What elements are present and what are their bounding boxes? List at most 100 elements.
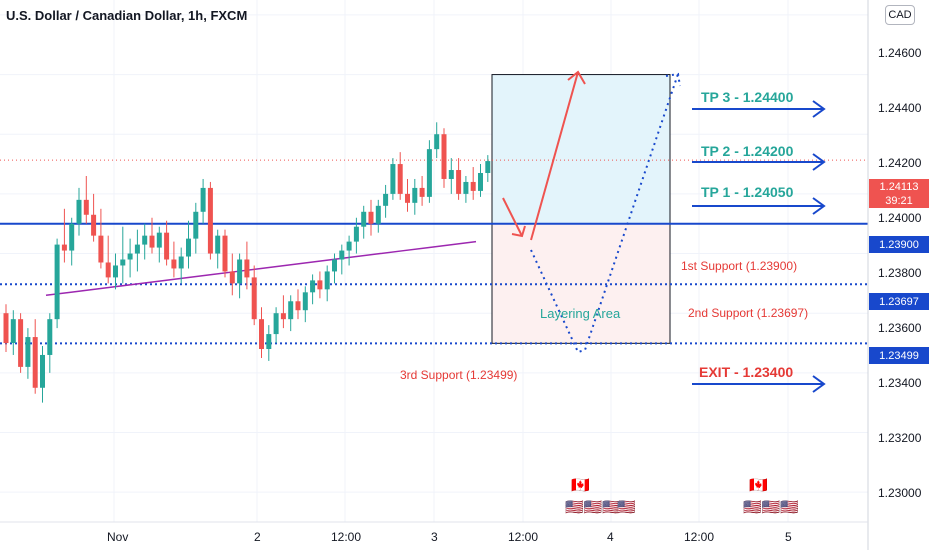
profit-zone: [491, 74, 671, 225]
candle-body: [361, 211, 367, 227]
candle-body: [317, 280, 323, 290]
candle-body: [229, 271, 235, 284]
ma-line: [45, 240, 477, 297]
candle-body: [259, 319, 264, 349]
candle-body: [332, 259, 337, 272]
bull-arrow-head: [567, 70, 586, 85]
candle-body: [324, 271, 330, 290]
candle-body: [383, 193, 389, 206]
target-arrow-head: [812, 375, 826, 393]
layering-area-label: Layering Area: [540, 306, 621, 321]
event-flag-icon[interactable]: 🇨🇦: [571, 477, 590, 494]
event-flag-icon[interactable]: 🇺🇸: [617, 499, 636, 516]
candle-body: [193, 211, 199, 239]
tp3-label: TP 3 - 1.24400: [701, 89, 794, 105]
candle-body: [149, 235, 155, 248]
x-tick-label: 4: [607, 530, 614, 544]
trade-zones: [491, 74, 671, 344]
y-tick-label: 1.24600: [878, 46, 922, 60]
candle-body: [40, 354, 45, 388]
currency-button[interactable]: CAD: [885, 5, 915, 25]
candle-body: [156, 232, 162, 248]
y-tick-label: 1.23000: [878, 486, 922, 500]
y-tick-label: 1.24400: [878, 101, 922, 115]
candle-body: [91, 214, 97, 236]
tp2-label: TP 2 - 1.24200: [701, 143, 794, 159]
current-price-tag: 1.24113: [869, 179, 929, 194]
x-tick-label: 12:00: [331, 530, 362, 544]
candle-body: [463, 181, 469, 194]
candle-body: [266, 334, 272, 349]
level-tag-1: 1.23900: [869, 236, 929, 253]
candle-body: [478, 173, 483, 191]
candle-body: [113, 265, 118, 278]
candle-body: [448, 170, 454, 179]
y-tick-label: 1.23800: [878, 266, 922, 280]
level-tag-2: 1.23697: [869, 293, 929, 310]
entry-arrow: [502, 197, 523, 237]
candle-body: [10, 319, 16, 344]
tp1-label: TP 1 - 1.24050: [701, 184, 794, 200]
candle-body: [310, 280, 316, 293]
candle-body: [412, 187, 418, 203]
candle-body: [207, 187, 213, 254]
level-tag-3: 1.23499: [869, 347, 929, 364]
candle-body: [339, 250, 345, 260]
candle-body: [251, 277, 257, 320]
candle-body: [419, 187, 425, 197]
candle-body: [353, 226, 359, 242]
candle-body: [215, 235, 221, 254]
x-tick-label: 2: [254, 530, 261, 544]
candle-body: [98, 235, 104, 263]
candle-body: [127, 253, 133, 260]
x-tick-label: 5: [785, 530, 792, 544]
candle-body: [237, 259, 243, 284]
candle-body: [47, 319, 53, 355]
target-arrow-head: [812, 197, 826, 215]
candle-body: [186, 238, 191, 257]
candle-body: [200, 187, 206, 212]
x-tick-label: 12:00: [684, 530, 715, 544]
candle-body: [69, 223, 75, 251]
first-support-label: 1st Support (1.23900): [681, 259, 798, 273]
exit-label: EXIT - 1.23400: [699, 364, 794, 380]
y-tick-label: 1.23400: [878, 376, 922, 390]
candle-body: [273, 313, 279, 335]
moving-average: [45, 240, 477, 297]
y-tick-label: 1.23600: [878, 321, 922, 335]
candle-body: [397, 164, 403, 194]
x-tick-label: 12:00: [508, 530, 539, 544]
candle-body: [18, 319, 24, 367]
candle-body: [280, 313, 286, 320]
candle-body: [485, 161, 491, 174]
candle-body: [434, 134, 440, 150]
candle-body: [456, 170, 462, 194]
candle-body: [426, 149, 432, 197]
candle-body: [142, 235, 148, 245]
candle-body: [346, 241, 352, 251]
candle-body: [164, 232, 170, 260]
y-tick-label: 1.24000: [878, 211, 922, 225]
candle-body: [120, 259, 126, 266]
dotted-path: [530, 73, 679, 354]
candle-body: [244, 259, 250, 278]
event-flag-icon[interactable]: 🇨🇦: [749, 477, 768, 494]
event-flag-icon[interactable]: 🇺🇸🇺🇸🇺🇸: [565, 499, 622, 516]
chart-title: U.S. Dollar / Canadian Dollar, 1h, FXCM: [6, 8, 248, 23]
candle-body: [54, 244, 60, 320]
countdown-tag: 39:21: [869, 194, 929, 208]
target-arrows: [692, 100, 826, 393]
event-flag-icon[interactable]: 🇺🇸🇺🇸🇺🇸: [743, 499, 800, 516]
candlesticks: [3, 122, 491, 403]
candle-body: [3, 313, 9, 344]
target-arrow-head: [812, 153, 826, 171]
third-support-label: 3rd Support (1.23499): [400, 368, 518, 382]
candle-body: [368, 211, 374, 224]
candle-body: [390, 164, 396, 194]
candle-body: [83, 199, 89, 215]
candle-body: [32, 337, 38, 388]
candle-body: [171, 259, 177, 269]
bull-arrow: [530, 71, 579, 241]
candle-body: [302, 292, 308, 311]
